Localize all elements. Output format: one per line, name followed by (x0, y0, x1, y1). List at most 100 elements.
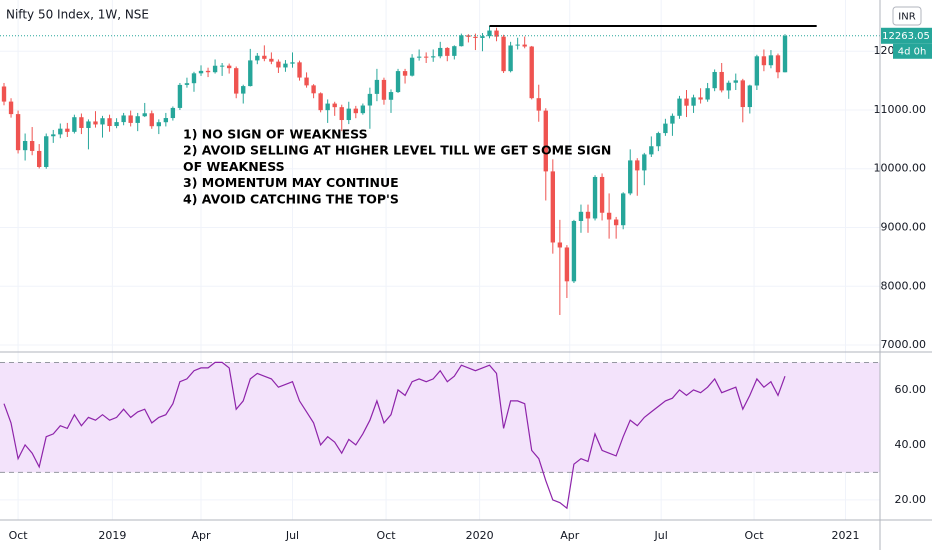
candle-body (691, 97, 696, 106)
candle-body (606, 212, 612, 220)
candle-body (719, 71, 724, 91)
candle-body (712, 71, 717, 89)
candle-body (93, 121, 98, 125)
rsi-line (3, 361, 786, 510)
candle-body (114, 122, 119, 127)
candle-body (79, 117, 84, 128)
currency-box (892, 6, 922, 26)
candle-body (564, 247, 570, 282)
candle-body (86, 121, 91, 128)
y-tick-label: 10000.00 (874, 162, 927, 175)
candle-body (529, 46, 534, 99)
candle-body (262, 55, 267, 59)
candle-body (1, 86, 7, 102)
candle-body (346, 108, 351, 121)
candle-body (8, 101, 14, 115)
candle-body (65, 128, 70, 132)
y-tick-label: 9000.00 (881, 220, 927, 233)
candle-body (473, 36, 478, 38)
candle-body (318, 93, 323, 111)
candle-body (445, 47, 450, 56)
plot (0, 24, 880, 510)
candle-body (409, 57, 415, 76)
candle-body (255, 55, 260, 61)
candle-body (226, 65, 232, 69)
candle-body (283, 63, 288, 68)
candle-body (775, 55, 781, 73)
x-tick-label: 2021 (832, 529, 860, 542)
candle-body (367, 93, 373, 106)
candle-body (44, 136, 49, 167)
candle-body (557, 242, 563, 248)
candle-body (494, 30, 499, 37)
candle-body (656, 133, 661, 147)
candle-body (782, 35, 788, 73)
candle-body (768, 55, 774, 66)
candle-body (290, 62, 295, 64)
candle-body (51, 134, 56, 137)
candle-body (142, 113, 147, 117)
annotation-line: 1) NO SIGN OF WEAKNESS (183, 127, 368, 142)
x-tick-label: Oct (377, 529, 397, 542)
candle-body (416, 56, 422, 58)
candle-body (480, 36, 485, 38)
candle-body (128, 115, 133, 123)
candle-body (431, 56, 436, 58)
candle-body (29, 141, 35, 151)
rsi-tick-label: 40.00 (895, 438, 927, 451)
candle-body (571, 220, 577, 282)
candle-body (374, 79, 380, 94)
x-tick-label: 2019 (98, 529, 126, 542)
candle-body (642, 154, 647, 171)
candle-body (395, 71, 401, 93)
candle-body (487, 30, 492, 37)
candle-body (58, 128, 63, 135)
x-tick-label: Apr (560, 529, 580, 542)
annotation-line: OF WEAKNESS (183, 159, 285, 174)
candle-body (515, 44, 520, 46)
candle-body (402, 71, 408, 76)
annotation-line: 4) AVOID CATCHING THE TOP'S (183, 191, 399, 206)
candle-body (107, 118, 112, 127)
annotation-line: 3) MOMENTUM MAY CONTINUE (183, 175, 399, 190)
candle-body (459, 35, 464, 47)
candle-body (177, 84, 183, 108)
x-tick-label: 2020 (466, 529, 494, 542)
candle-body (578, 211, 584, 221)
candle-body (360, 105, 366, 114)
candle-body (332, 103, 337, 108)
candle-body (536, 98, 541, 111)
last-price-tag (881, 27, 932, 44)
candle-body (423, 56, 429, 58)
candle-body (592, 176, 598, 219)
candle-body (325, 103, 330, 111)
candle-body (599, 176, 605, 213)
candle-body (754, 56, 760, 86)
candle-body (705, 88, 710, 100)
candle-body (304, 77, 309, 86)
annotation-line: 2) AVOID SELLING AT HIGHER LEVEL TILL WE… (183, 143, 611, 158)
candle-body (241, 86, 246, 94)
countdown-tag (893, 43, 932, 59)
candle-body (452, 46, 457, 56)
candle-body (339, 107, 344, 121)
candle-body (170, 107, 176, 119)
candle-body (663, 123, 668, 134)
candle-body (72, 117, 77, 132)
candle-body (149, 113, 154, 127)
candle-body (677, 98, 682, 116)
candle-body (191, 73, 197, 84)
candle-body (508, 45, 513, 72)
candle-body (234, 68, 239, 94)
candle-body (156, 122, 161, 127)
candle-body (381, 79, 387, 100)
x-tick-label: Jul (654, 529, 668, 542)
rsi-band (0, 362, 880, 473)
last-price-label: 12263.05 (882, 31, 930, 42)
candle-body (198, 70, 204, 74)
candle-body (684, 98, 689, 106)
candle-body (269, 58, 274, 62)
candle-body (135, 116, 140, 123)
